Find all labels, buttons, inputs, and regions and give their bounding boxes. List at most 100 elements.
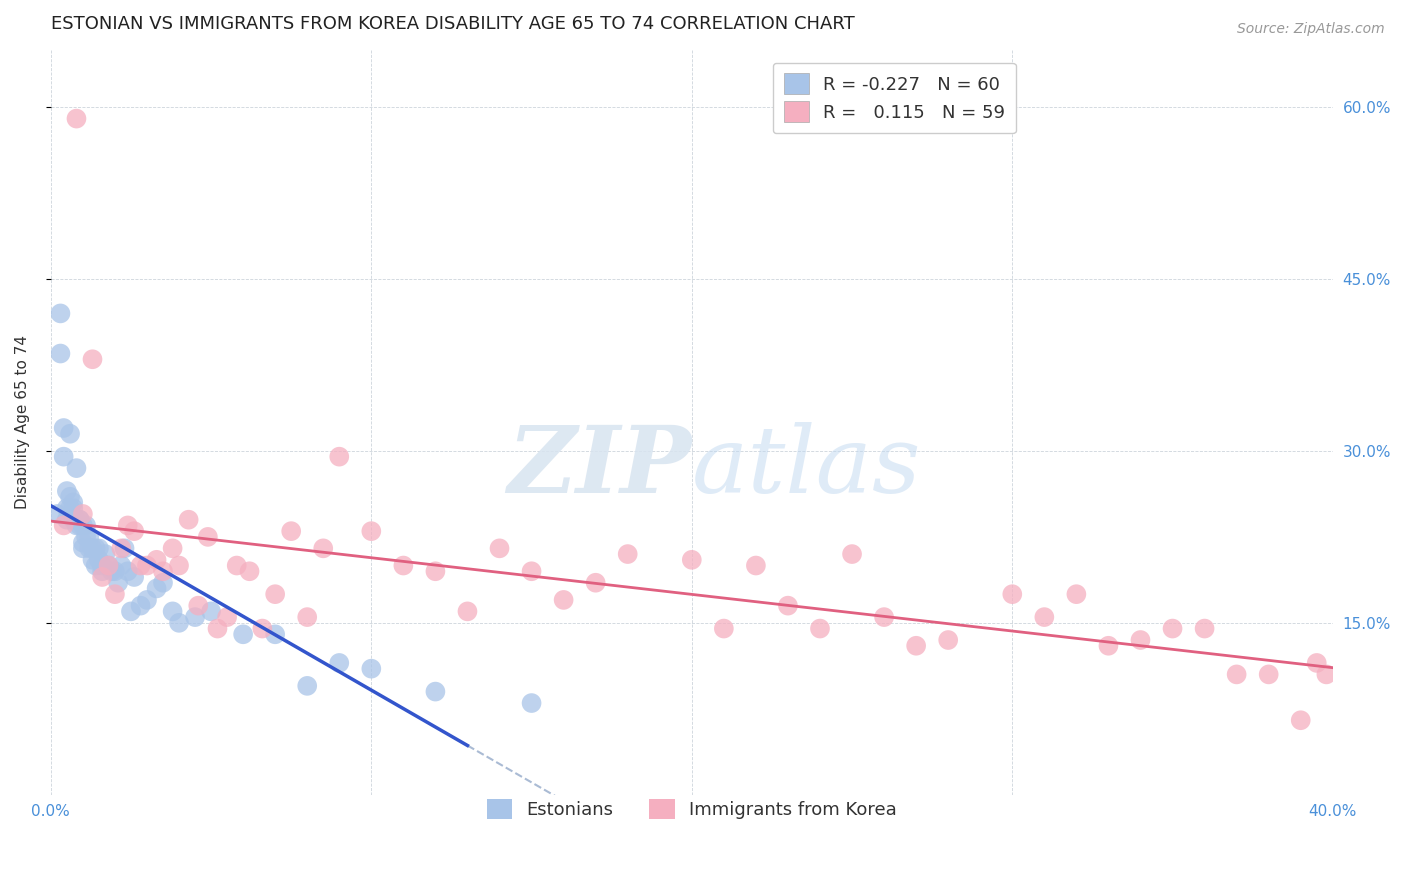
Point: [65, 518, 87, 533]
Point: [87, 553, 110, 567]
Point: [616, 547, 638, 561]
Point: [1315, 667, 1337, 681]
Point: [122, 524, 145, 538]
Point: [65, 461, 87, 475]
Point: [97, 558, 120, 573]
Point: [59, 490, 82, 504]
Point: [425, 564, 447, 578]
Point: [122, 570, 145, 584]
Point: [104, 587, 127, 601]
Point: [264, 587, 287, 601]
Point: [62, 495, 84, 509]
Point: [177, 513, 200, 527]
Point: [488, 541, 510, 556]
Point: [1306, 656, 1329, 670]
Point: [46, 507, 69, 521]
Point: [110, 541, 132, 556]
Point: [553, 593, 575, 607]
Point: [79, 541, 101, 556]
Point: [162, 541, 184, 556]
Point: [129, 558, 152, 573]
Point: [280, 524, 302, 538]
Point: [264, 627, 287, 641]
Point: [1257, 667, 1279, 681]
Point: [97, 558, 120, 573]
Point: [297, 679, 319, 693]
Point: [252, 622, 274, 636]
Point: [936, 633, 959, 648]
Point: [56, 483, 79, 498]
Point: [713, 622, 735, 636]
Point: [56, 501, 79, 516]
Point: [129, 599, 152, 613]
Point: [59, 501, 82, 516]
Point: [91, 564, 114, 578]
Point: [69, 513, 91, 527]
Point: [328, 656, 350, 670]
Point: [167, 615, 190, 630]
Point: [84, 558, 107, 573]
Point: [136, 558, 159, 573]
Point: [145, 582, 167, 596]
Y-axis label: Disability Age 65 to 74: Disability Age 65 to 74: [15, 335, 30, 509]
Point: [72, 535, 94, 549]
Point: [104, 564, 127, 578]
Point: [776, 599, 799, 613]
Text: atlas: atlas: [692, 422, 921, 512]
Point: [72, 541, 94, 556]
Point: [456, 604, 478, 618]
Point: [152, 575, 174, 590]
Point: [312, 541, 335, 556]
Point: [745, 558, 768, 573]
Point: [1194, 622, 1216, 636]
Legend: Estonians, Immigrants from Korea: Estonians, Immigrants from Korea: [479, 791, 904, 827]
Point: [49, 306, 72, 320]
Point: [69, 518, 91, 533]
Point: [392, 558, 415, 573]
Point: [114, 541, 136, 556]
Point: [425, 684, 447, 698]
Point: [65, 513, 87, 527]
Point: [1289, 713, 1312, 727]
Point: [75, 530, 97, 544]
Point: [152, 564, 174, 578]
Point: [72, 518, 94, 533]
Point: [82, 541, 104, 556]
Point: [82, 553, 104, 567]
Point: [100, 564, 122, 578]
Point: [52, 421, 75, 435]
Point: [1161, 622, 1184, 636]
Point: [207, 622, 229, 636]
Point: [232, 627, 254, 641]
Point: [52, 450, 75, 464]
Point: [1129, 633, 1152, 648]
Point: [1066, 587, 1088, 601]
Point: [75, 518, 97, 533]
Point: [585, 575, 607, 590]
Point: [1226, 667, 1249, 681]
Point: [841, 547, 863, 561]
Point: [91, 570, 114, 584]
Point: [360, 524, 382, 538]
Point: [187, 599, 209, 613]
Point: [107, 575, 129, 590]
Point: [62, 501, 84, 516]
Point: [117, 564, 139, 578]
Point: [72, 507, 94, 521]
Text: ZIP: ZIP: [508, 422, 692, 512]
Point: [120, 604, 142, 618]
Point: [808, 622, 831, 636]
Point: [520, 696, 543, 710]
Point: [49, 346, 72, 360]
Point: [184, 610, 207, 624]
Point: [225, 558, 247, 573]
Point: [200, 604, 222, 618]
Point: [65, 112, 87, 126]
Point: [110, 558, 132, 573]
Text: Source: ZipAtlas.com: Source: ZipAtlas.com: [1237, 22, 1385, 37]
Point: [62, 513, 84, 527]
Point: [79, 530, 101, 544]
Point: [1033, 610, 1056, 624]
Point: [56, 513, 79, 527]
Point: [1001, 587, 1024, 601]
